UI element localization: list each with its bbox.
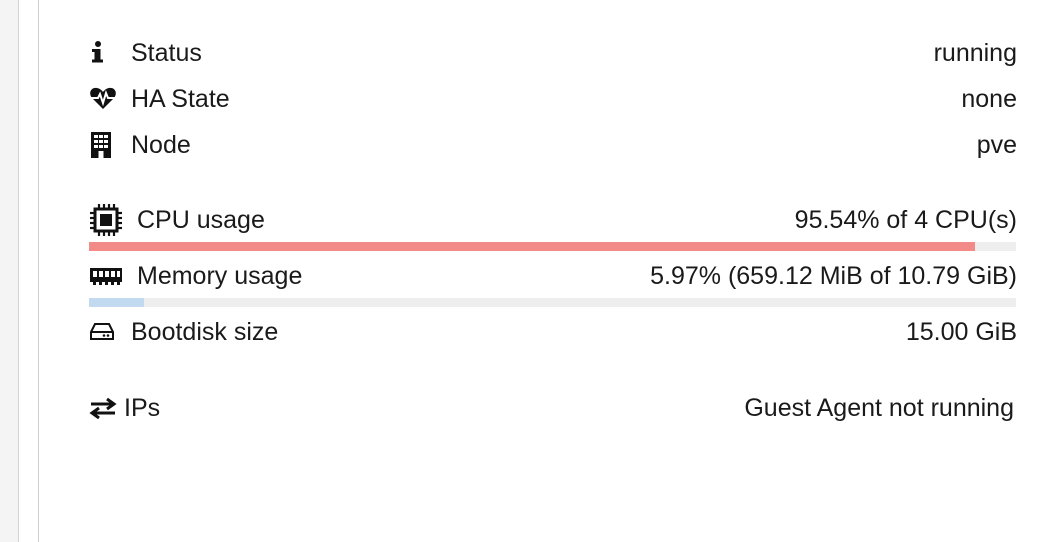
status-panel [38,0,1060,542]
node-label: Node [131,131,191,159]
memory-icon [89,260,125,292]
building-icon [89,129,125,161]
cpu-usage-label: CPU usage [137,206,265,234]
node-row: Node pve [89,129,1017,161]
bootdisk-size-value: 15.00 GiB [905,318,1017,346]
memory-usage-label: Memory usage [137,262,303,290]
cpu-usage-row: CPU usage 95.54% of 4 CPU(s) [89,204,1017,236]
status-value: running [933,39,1017,67]
ips-value: Guest Agent not running [744,394,1014,422]
hdd-icon [89,316,125,348]
cpu-icon [89,204,125,236]
cpu-usage-value: 95.54% of 4 CPU(s) [794,206,1017,234]
memory-usage-row: Memory usage 5.97% (659.12 MiB of 10.79 … [89,260,1017,292]
ha-state-row: HA State none [89,83,1017,115]
heartbeat-icon [89,83,125,115]
ips-row: IPs Guest Agent not running [89,392,1017,424]
exchange-icon [89,392,125,424]
left-strip [0,0,19,542]
ha-state-label: HA State [131,85,230,113]
ips-label: IPs [124,394,161,422]
memory-usage-value: 5.97% (659.12 MiB of 10.79 GiB) [650,262,1017,290]
memory-usage-bar-fill [89,298,145,307]
status-label: Status [131,39,202,67]
cpu-usage-bar-fill [89,242,975,251]
bootdisk-size-row: Bootdisk size 15.00 GiB [89,316,1017,348]
memory-usage-bar [89,298,1016,307]
info-icon [89,37,125,69]
bootdisk-size-label: Bootdisk size [131,318,279,346]
ha-state-value: none [961,85,1017,113]
cpu-usage-bar [89,242,1016,251]
status-row: Status running [89,37,1017,69]
node-value: pve [976,131,1017,159]
